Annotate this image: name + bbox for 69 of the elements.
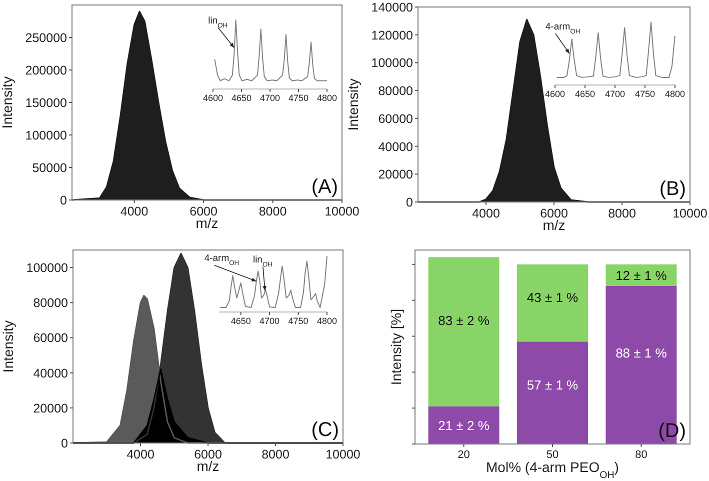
y-tick-label: 250000	[25, 31, 68, 45]
x-tick-label: 4700	[260, 93, 280, 103]
x-tick-label: 4750	[288, 316, 308, 326]
y-tick-label: 0	[60, 194, 68, 208]
y-tick-label: 140000	[371, 0, 414, 14]
x-tick-label: 20	[458, 449, 470, 461]
x-tick-label: 4650	[231, 93, 252, 103]
data-label: 83 ± 2 %	[438, 312, 490, 328]
y-tick-label: 40000	[33, 366, 68, 380]
y-tick-label: 150000	[25, 96, 68, 110]
y-tick-label: 100000	[25, 128, 68, 142]
x-tick-label: 80	[635, 449, 648, 461]
bar	[428, 406, 500, 444]
x-tick-label: 8000	[262, 448, 290, 462]
x-tick-label: 4600	[544, 89, 566, 99]
x-tick-label: 10000	[326, 448, 360, 462]
y-tick-label: 80000	[33, 296, 68, 310]
y-tick-label: 50000	[32, 161, 68, 175]
annotation: lin$_{OH}$	[208, 16, 228, 30]
x-tick-label: 4000	[126, 448, 154, 462]
x-tick-label: 4800	[316, 93, 338, 103]
data-label: 43 ± 1 %	[526, 290, 579, 305]
y-axis-title: Intensity	[0, 76, 15, 129]
y-axis-title: Intensity	[0, 320, 16, 373]
x-tick-label: 4800	[316, 316, 338, 326]
x-tick-label: 10000	[672, 206, 708, 220]
annotation: (C)	[311, 419, 339, 441]
data-label: 88 ± 1 %	[616, 345, 668, 360]
y-tick-label: 40000	[378, 140, 414, 154]
y-tick-label: 100000	[26, 261, 68, 276]
x-tick-label: 4700	[260, 316, 280, 326]
data-label: 57 ± 1 %	[526, 378, 579, 393]
x-axis-title: Mol% (4-arm PEO$_{OH}$)	[486, 459, 619, 480]
y-tick-label: 0	[61, 436, 68, 450]
data-label: 21 ± 2 %	[438, 418, 490, 434]
x-tick-label: 4650	[230, 316, 251, 326]
y-tick-label: 200000	[25, 64, 68, 78]
annotation: 4-arm$_{OH}$	[204, 253, 240, 267]
x-tick-label: 4750	[288, 93, 309, 103]
annotation: lin$_{OH}$	[252, 254, 273, 268]
x-tick-label: 4600	[202, 93, 224, 103]
bar	[517, 342, 588, 444]
y-tick-label: 120000	[371, 28, 414, 42]
x-tick-label: 4000	[120, 204, 148, 218]
data-label: 12 ± 1 %	[616, 268, 668, 284]
y-tick-label: 20000	[33, 401, 68, 416]
annotation: (B)	[659, 178, 686, 200]
y-tick-label: 100000	[371, 56, 414, 70]
x-tick-label: 4650	[574, 89, 596, 99]
x-tick-label: 10000	[324, 204, 360, 218]
x-tick-label: 8000	[608, 206, 636, 220]
x-tick-label: 50	[546, 449, 559, 461]
y-tick-label: 20000	[378, 168, 414, 182]
annotation: 4-arm$_{OH}$	[545, 22, 580, 35]
bar	[606, 264, 677, 286]
y-tick-label: 0	[406, 196, 414, 210]
bar	[428, 257, 500, 406]
y-tick-label: 80000	[378, 84, 414, 98]
y-tick-label: 60000	[378, 112, 414, 126]
y-axis-title: Intensity [%]	[388, 308, 404, 386]
annotation: (A)	[311, 176, 338, 198]
x-tick-label: 4750	[634, 89, 656, 99]
x-tick-label: 4800	[664, 89, 686, 99]
bar	[517, 264, 588, 342]
x-tick-label: 8000	[258, 204, 287, 218]
y-axis-title: Intensity	[345, 78, 361, 131]
x-tick-label: 4700	[604, 89, 626, 99]
x-tick-label: 4000	[472, 206, 500, 220]
y-tick-label: 60000	[33, 331, 68, 346]
